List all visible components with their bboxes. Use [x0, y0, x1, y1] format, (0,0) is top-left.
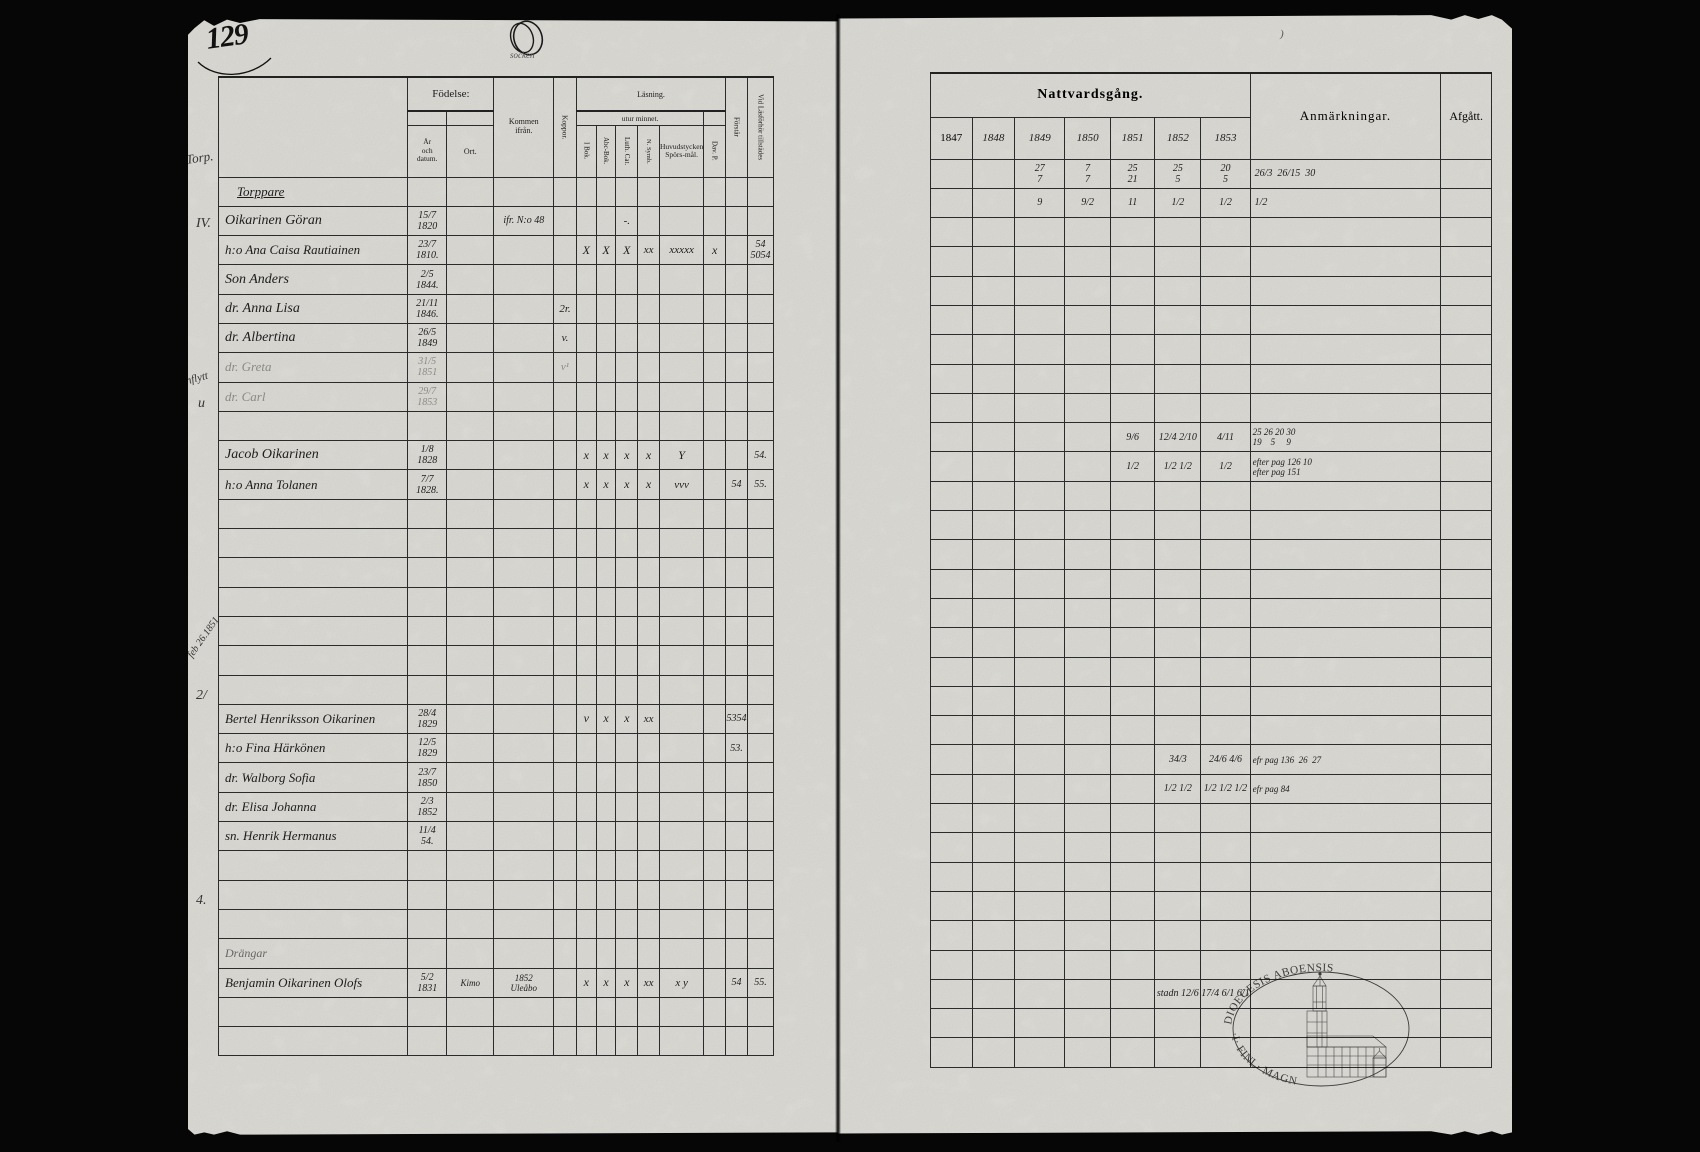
- svg-text:DIOECESIS ABOENSIS: DIOECESIS ABOENSIS: [1223, 962, 1334, 1026]
- svg-text:·I· FINL· MAGN: ·I· FINL· MAGN: [1228, 1031, 1298, 1087]
